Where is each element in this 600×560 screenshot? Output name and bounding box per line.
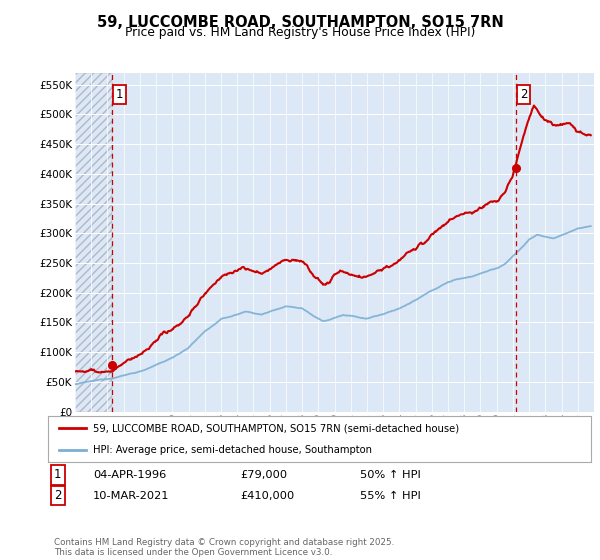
Text: 2: 2 [54,489,62,502]
Text: 04-APR-1996: 04-APR-1996 [93,470,166,480]
Text: £410,000: £410,000 [240,491,294,501]
Text: 59, LUCCOMBE ROAD, SOUTHAMPTON, SO15 7RN: 59, LUCCOMBE ROAD, SOUTHAMPTON, SO15 7RN [97,15,503,30]
Text: 59, LUCCOMBE ROAD, SOUTHAMPTON, SO15 7RN (semi-detached house): 59, LUCCOMBE ROAD, SOUTHAMPTON, SO15 7RN… [92,423,458,433]
Text: 10-MAR-2021: 10-MAR-2021 [93,491,170,501]
Text: 1: 1 [54,468,62,482]
Text: £79,000: £79,000 [240,470,287,480]
Text: 2: 2 [520,88,527,101]
Text: Price paid vs. HM Land Registry's House Price Index (HPI): Price paid vs. HM Land Registry's House … [125,26,475,39]
Polygon shape [75,73,112,412]
Text: 1: 1 [116,88,123,101]
Text: 55% ↑ HPI: 55% ↑ HPI [360,491,421,501]
Text: 50% ↑ HPI: 50% ↑ HPI [360,470,421,480]
Text: HPI: Average price, semi-detached house, Southampton: HPI: Average price, semi-detached house,… [92,445,371,455]
Text: Contains HM Land Registry data © Crown copyright and database right 2025.
This d: Contains HM Land Registry data © Crown c… [54,538,394,557]
